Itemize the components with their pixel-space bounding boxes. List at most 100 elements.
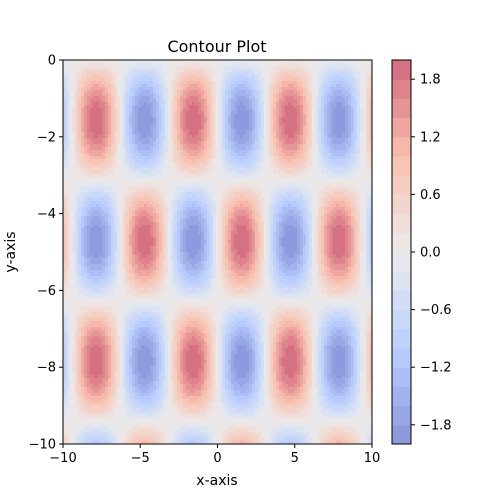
contour-cell — [186, 150, 190, 154]
contour-cell — [252, 150, 256, 154]
contour-cell — [111, 159, 115, 163]
contour-cell — [69, 156, 73, 160]
contour-cell — [90, 75, 94, 79]
contour-cell — [348, 135, 352, 139]
contour-cell — [273, 81, 277, 85]
contour-cell — [285, 189, 289, 193]
contour-cell — [285, 186, 289, 190]
contour-cell — [252, 174, 256, 178]
contour-cell — [318, 66, 322, 70]
contour-cell — [333, 180, 337, 184]
contour-cell — [228, 96, 232, 100]
contour-cell — [291, 102, 295, 106]
contour-cell — [261, 165, 265, 169]
contour-cell — [306, 105, 310, 109]
contour-cell — [354, 186, 358, 190]
contour-cell — [366, 144, 370, 148]
contour-cell — [120, 201, 124, 205]
contour-cell — [69, 90, 73, 94]
contour-cell — [90, 102, 94, 106]
contour-cell — [75, 114, 79, 118]
contour-cell — [201, 102, 205, 106]
contour-cell — [174, 180, 178, 184]
contour-cell — [105, 81, 109, 85]
contour-cell — [309, 153, 313, 157]
contour-cell — [219, 192, 223, 196]
contour-cell — [147, 108, 151, 112]
contour-cell — [195, 156, 199, 160]
contour-cell — [168, 72, 172, 76]
contour-cell — [237, 84, 241, 88]
contour-cell — [195, 189, 199, 193]
contour-cell — [243, 144, 247, 148]
contour-cell — [300, 198, 304, 202]
contour-cell — [234, 75, 238, 79]
contour-cell — [291, 192, 295, 196]
contour-cell — [303, 171, 307, 175]
contour-cell — [147, 135, 151, 139]
contour-cell — [222, 165, 226, 169]
contour-cell — [126, 165, 130, 169]
contour-cell — [117, 72, 121, 76]
contour-cell — [252, 117, 256, 121]
contour-cell — [345, 93, 349, 97]
contour-cell — [156, 201, 160, 205]
contour-cell — [87, 69, 91, 73]
contour-cell — [117, 168, 121, 172]
contour-cell — [195, 135, 199, 139]
contour-cell — [243, 75, 247, 79]
contour-cell — [306, 159, 310, 163]
contour-cell — [315, 171, 319, 175]
contour-cell — [153, 135, 157, 139]
contour-cell — [249, 129, 253, 133]
contour-cell — [246, 192, 250, 196]
contour-cell — [75, 63, 79, 67]
contour-cell — [195, 171, 199, 175]
contour-cell — [345, 108, 349, 112]
contour-cell — [303, 198, 307, 202]
contour-cell — [69, 141, 73, 145]
contour-cell — [147, 129, 151, 133]
contour-cell — [309, 114, 313, 118]
contour-cell — [306, 108, 310, 112]
contour-cell — [132, 60, 136, 64]
contour-cell — [258, 66, 262, 70]
contour-cell — [249, 180, 253, 184]
contour-cell — [186, 165, 190, 169]
contour-cell — [243, 141, 247, 145]
contour-cell — [273, 120, 277, 124]
contour-cell — [135, 198, 139, 202]
contour-cell — [75, 66, 79, 70]
contour-cell — [153, 66, 157, 70]
contour-cell — [75, 174, 79, 178]
contour-cell — [297, 99, 301, 103]
contour-cell — [342, 114, 346, 118]
contour-cell — [366, 189, 370, 193]
contour-cell — [111, 147, 115, 151]
contour-cell — [348, 129, 352, 133]
contour-cell — [330, 90, 334, 94]
contour-cell — [132, 72, 136, 76]
contour-cell — [336, 63, 340, 67]
contour-cell — [285, 198, 289, 202]
contour-cell — [291, 132, 295, 136]
contour-cell — [105, 66, 109, 70]
contour-cell — [84, 150, 88, 154]
contour-cell — [237, 96, 241, 100]
contour-cell — [75, 135, 79, 139]
contour-cell — [324, 192, 328, 196]
contour-cell — [345, 156, 349, 160]
contour-cell — [144, 69, 148, 73]
contour-cell — [267, 96, 271, 100]
contour-cell — [261, 105, 265, 109]
contour-cell — [285, 102, 289, 106]
contour-cell — [141, 168, 145, 172]
contour-cell — [207, 93, 211, 97]
contour-cell — [237, 186, 241, 190]
contour-cell — [273, 195, 277, 199]
contour-cell — [171, 144, 175, 148]
contour-cell — [99, 195, 103, 199]
contour-cell — [159, 111, 163, 115]
contour-cell — [279, 186, 283, 190]
contour-cell — [84, 162, 88, 166]
